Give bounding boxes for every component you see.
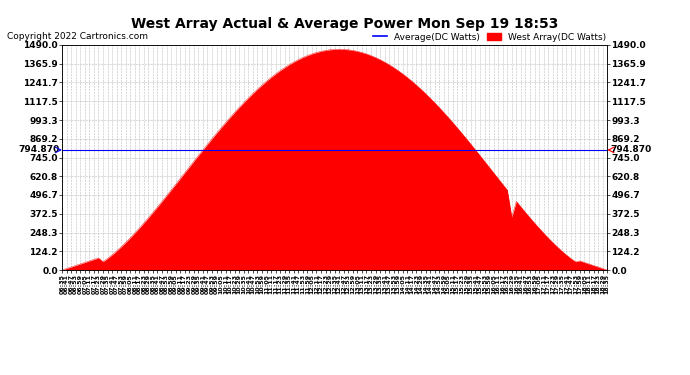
Text: Copyright 2022 Cartronics.com: Copyright 2022 Cartronics.com — [7, 32, 148, 41]
Legend: Average(DC Watts), West Array(DC Watts): Average(DC Watts), West Array(DC Watts) — [370, 29, 609, 45]
Text: West Array Actual & Average Power Mon Sep 19 18:53: West Array Actual & Average Power Mon Se… — [131, 17, 559, 31]
Text: 794.870: 794.870 — [610, 146, 651, 154]
Text: 794.870: 794.870 — [18, 146, 59, 154]
